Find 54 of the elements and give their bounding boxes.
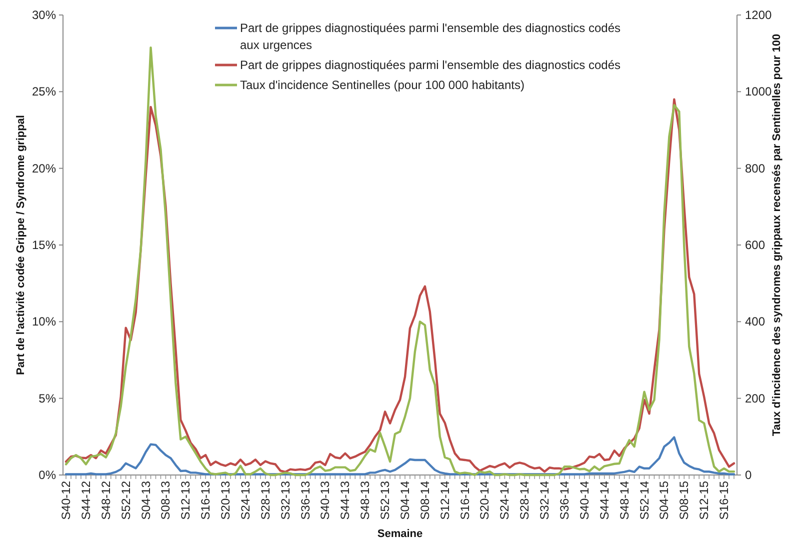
- x-tick-label: S16-13: [198, 480, 213, 520]
- y2-tick-label: 800: [745, 161, 766, 176]
- x-tick-label: S04-15: [657, 480, 672, 520]
- x-axis-title: Semaine: [377, 528, 423, 538]
- y2-axis-title: Taux d'incidence des syndromes grippaux recensés par Sentinelles pour 100: [771, 34, 783, 436]
- x-tick-label: S20-13: [218, 480, 233, 520]
- x-tick-label: S08-14: [418, 480, 432, 520]
- legend-label: Part de grippes diagnostiquées parmi l'ensemble des diagnostics codés aux urgences: [240, 21, 621, 52]
- x-tick-label: S20-14: [478, 480, 492, 520]
- x-tick-label: S24-13: [238, 480, 252, 520]
- x-tick-label: S16-14: [458, 480, 472, 520]
- x-tick-label: S32-13: [278, 480, 292, 520]
- x-tick-label: S08-13: [158, 480, 173, 520]
- x-tick-label: S48-13: [358, 480, 372, 520]
- x-tick-label: S36-13: [298, 480, 312, 520]
- x-tick-label: S48-12: [98, 480, 113, 520]
- y2-tick-label: 400: [745, 314, 766, 329]
- y2-tick-label: 200: [745, 391, 766, 406]
- x-tick-label: S40-14: [577, 480, 592, 520]
- x-tick-label: S16-15: [717, 480, 732, 520]
- y2-tick-label: 1000: [745, 84, 772, 99]
- y2-tick-label: 1200: [745, 8, 772, 22]
- x-tick-label: S36-14: [558, 480, 572, 520]
- y-tick-label: 0%: [38, 468, 56, 482]
- x-tick-label: S44-12: [78, 480, 93, 520]
- x-tick-label: S12-15: [697, 480, 712, 520]
- x-tick-label: S04-13: [138, 480, 153, 520]
- x-tick-label: S12-13: [178, 480, 193, 520]
- y-tick-label: 5%: [38, 391, 56, 406]
- x-tick-label: S40-12: [59, 480, 73, 520]
- x-tick-label: S12-14: [438, 480, 452, 520]
- x-tick-label: S04-14: [398, 480, 412, 520]
- x-tick-label: S48-14: [617, 480, 632, 520]
- y-tick-label: 30%: [32, 8, 56, 22]
- legend-label: Taux d'incidence Sentinelles (pour 100 000 habitants): [240, 78, 524, 92]
- y-tick-label: 15%: [32, 238, 56, 252]
- x-tick-label: S28-14: [518, 480, 532, 520]
- y-tick-label: 20%: [32, 161, 56, 176]
- y2-tick-label: 600: [745, 238, 766, 252]
- y-axis-title: Part de l'activité codée Grippe / Syndrome grippal: [15, 115, 27, 375]
- x-tick-label: S52-13: [378, 480, 392, 520]
- x-tick-label: S08-15: [677, 480, 692, 520]
- x-tick-label: S40-13: [318, 480, 332, 520]
- x-tick-label: S24-14: [498, 480, 512, 520]
- y-tick-label: 10%: [32, 314, 56, 329]
- x-tick-label: S52-14: [637, 480, 652, 520]
- x-tick-label: S32-14: [538, 480, 552, 520]
- legend-label: Part de grippes diagnostiquées parmi l'ensemble des diagnostics codés: [240, 58, 621, 72]
- x-tick-label: S52-12: [118, 480, 133, 520]
- x-tick-label: S44-13: [338, 480, 352, 520]
- y-tick-label: 25%: [32, 84, 56, 99]
- x-tick-label: S28-13: [258, 480, 272, 520]
- y2-tick-label: 0: [745, 468, 752, 482]
- x-tick-label: S44-14: [597, 480, 612, 520]
